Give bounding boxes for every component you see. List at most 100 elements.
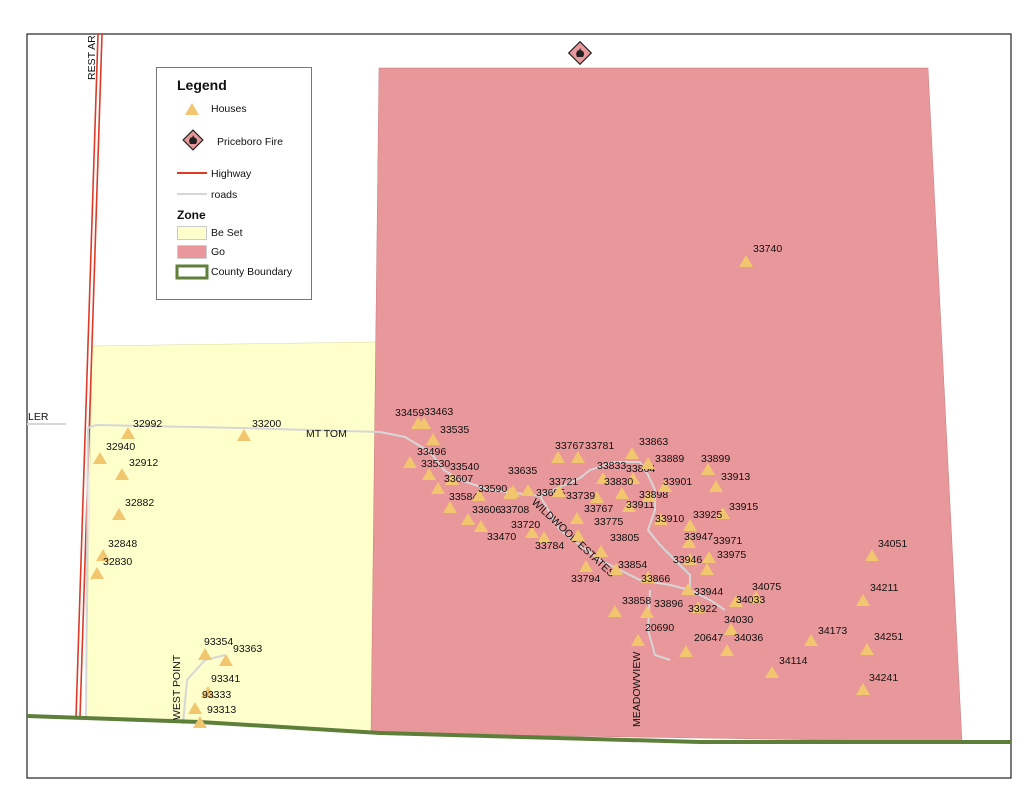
highway: [75, 33, 103, 718]
house-icon: [608, 605, 622, 617]
house-icon: [865, 549, 879, 561]
house-label: 32882: [125, 497, 154, 509]
legend-be-set-label: Be Set: [211, 227, 243, 239]
house-icon: [625, 447, 639, 459]
house-label: 33910: [655, 513, 684, 525]
house-label: 33915: [729, 501, 758, 513]
fire-icon: [182, 129, 204, 151]
legend-go-label: Go: [211, 246, 226, 258]
house-icon: [96, 549, 110, 561]
house-label: 32848: [108, 538, 137, 550]
house-label: 33721: [549, 476, 578, 488]
house-label: 33946: [673, 554, 702, 566]
house-label: 33889: [655, 453, 684, 465]
house-label: 93354: [204, 636, 233, 648]
house-icon: [188, 702, 202, 714]
house-label: 33739: [566, 490, 595, 502]
house-icon: [642, 490, 656, 502]
house-label: 33530: [421, 458, 450, 470]
house-label: 33944: [694, 586, 723, 598]
house-icon: [590, 491, 604, 503]
house-label: 33463: [424, 406, 453, 418]
legend-title: Legend: [177, 77, 227, 93]
legend-houses-label: Houses: [211, 103, 247, 115]
house-label: 20647: [694, 632, 723, 644]
house-icon: [571, 451, 585, 463]
house-icon: [640, 606, 654, 618]
label-west-point: WEST POINT: [171, 654, 183, 720]
house-label: 20690: [645, 622, 674, 634]
house-label: 33775: [594, 516, 623, 528]
house-icon: [472, 489, 486, 501]
house-icon: [93, 452, 107, 464]
house-icon: [658, 480, 672, 492]
house-label: 93313: [207, 704, 236, 716]
county-boundary-swatch: [175, 264, 209, 280]
house-icon: [431, 482, 445, 494]
house-label: 34114: [779, 655, 808, 667]
house-icon: [443, 501, 457, 513]
house-icon: [426, 433, 440, 445]
house-label: 33858: [622, 595, 651, 607]
label-meadowview: MEADOWVIEW: [631, 652, 643, 727]
house-icon: [702, 551, 716, 563]
house-label: 33740: [753, 243, 782, 255]
county-boundary: [26, 714, 1011, 744]
house-label: 34030: [724, 614, 753, 626]
house-label: 33720: [511, 519, 540, 531]
house-label: 32992: [133, 418, 162, 430]
house-icon: [445, 473, 459, 485]
house-icon: [615, 487, 629, 499]
house-icon: [594, 545, 608, 557]
house-label: 34075: [752, 581, 781, 593]
house-label: 34241: [869, 672, 898, 684]
house-label: 33584: [449, 491, 478, 503]
house-label: 33863: [639, 436, 668, 448]
house-label: 33922: [688, 603, 717, 615]
house-label: 33925: [693, 509, 722, 521]
house-label: 34051: [878, 538, 907, 550]
legend-zone-title: Zone: [177, 208, 206, 222]
house-label: 33767: [555, 440, 584, 452]
houses-layer: 32992 33200 32940 32912 32882 32848 32830 33459…: [90, 243, 907, 728]
house-icon: [683, 553, 697, 565]
house-icon: [856, 594, 870, 606]
house-icon: [503, 487, 517, 499]
house-icon: [701, 463, 715, 475]
go-swatch: [177, 245, 207, 259]
house-icon: [739, 255, 753, 267]
house-icon: [193, 716, 207, 728]
house-label: 32940: [106, 441, 135, 453]
house-icon: [641, 457, 655, 469]
house-label: 33899: [701, 453, 730, 465]
house-label: 33590: [478, 483, 507, 495]
be-set-swatch: [177, 226, 207, 240]
highway-line-icon: [177, 172, 207, 174]
road-west-point: [182, 654, 226, 725]
house-label: 33866: [641, 573, 670, 585]
house-icon: [679, 645, 693, 657]
house-label: 93333: [202, 689, 231, 701]
house-icon: [681, 583, 695, 595]
house-icon: [691, 601, 705, 613]
house-icon: [579, 560, 593, 572]
house-icon: [720, 644, 734, 656]
house-label: 33635: [508, 465, 537, 477]
house-label: 33708: [500, 504, 529, 516]
house-label: 34173: [818, 625, 847, 637]
house-icon: [90, 567, 104, 579]
house-label: 33794: [571, 573, 600, 585]
house-icon: [724, 623, 738, 635]
house-icon: [112, 508, 126, 520]
label-mt-tom: MT TOM: [306, 428, 347, 440]
house-label: 33913: [721, 471, 750, 483]
house-icon: [551, 451, 565, 463]
house-label: 33606: [472, 504, 501, 516]
house-icon: [121, 427, 135, 439]
house-icon: [571, 529, 585, 541]
house-icon: [626, 472, 640, 484]
house-icon: [683, 519, 697, 531]
house-icon: [219, 654, 233, 666]
house-icon: [570, 512, 584, 524]
